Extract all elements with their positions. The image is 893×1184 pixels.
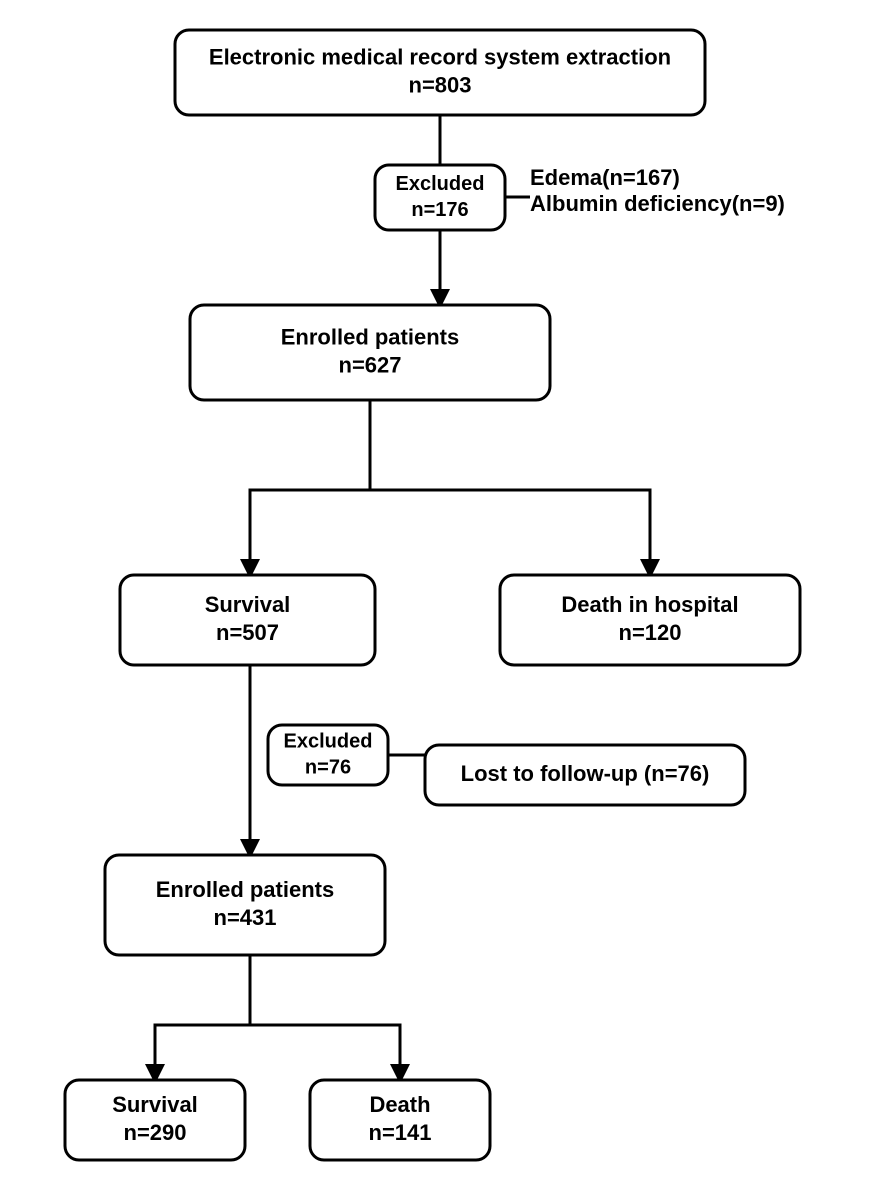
node-extraction: Electronic medical record system extract… — [175, 30, 705, 115]
node-survival2: Survival n=290 — [65, 1080, 245, 1160]
node-excluded2: Excluded n=76 — [268, 725, 388, 785]
node-survival1: Survival n=507 — [120, 575, 375, 665]
node-death_hosp: Death in hospital n=120 — [500, 575, 800, 665]
node-label: n=120 — [619, 620, 682, 645]
node-label: Survival — [205, 592, 291, 617]
node-label: n=176 — [411, 199, 468, 221]
node-label: Lost to follow-up (n=76) — [461, 761, 710, 786]
node-label: n=803 — [409, 72, 472, 97]
flowchart-container: Electronic medical record system extract… — [0, 0, 893, 1184]
node-label: Death — [369, 1092, 430, 1117]
node-label: Enrolled patients — [281, 324, 459, 349]
node-label: Death in hospital — [561, 592, 738, 617]
node-label: n=290 — [124, 1120, 187, 1145]
node-enrolled2: Enrolled patients n=431 — [105, 855, 385, 955]
annotation-line: Albumin deficiency(n=9) — [530, 191, 785, 216]
node-label: n=76 — [305, 756, 351, 778]
node-label: n=431 — [214, 905, 277, 930]
node-enrolled1: Enrolled patients n=627 — [190, 305, 550, 400]
node-label: Excluded — [284, 730, 373, 752]
node-label: n=141 — [369, 1120, 432, 1145]
node-label: n=627 — [339, 352, 402, 377]
node-label: Survival — [112, 1092, 198, 1117]
node-label: Excluded — [396, 173, 485, 195]
node-excluded1: Excluded n=176 — [375, 165, 505, 230]
node-label: n=507 — [216, 620, 279, 645]
node-label: Enrolled patients — [156, 877, 334, 902]
node-death2: Death n=141 — [310, 1080, 490, 1160]
node-lost_fu: Lost to follow-up (n=76) — [425, 745, 745, 805]
flowchart-svg: Electronic medical record system extract… — [0, 0, 893, 1184]
annotation-line: Edema(n=167) — [530, 165, 680, 190]
node-label: Electronic medical record system extract… — [209, 44, 671, 69]
